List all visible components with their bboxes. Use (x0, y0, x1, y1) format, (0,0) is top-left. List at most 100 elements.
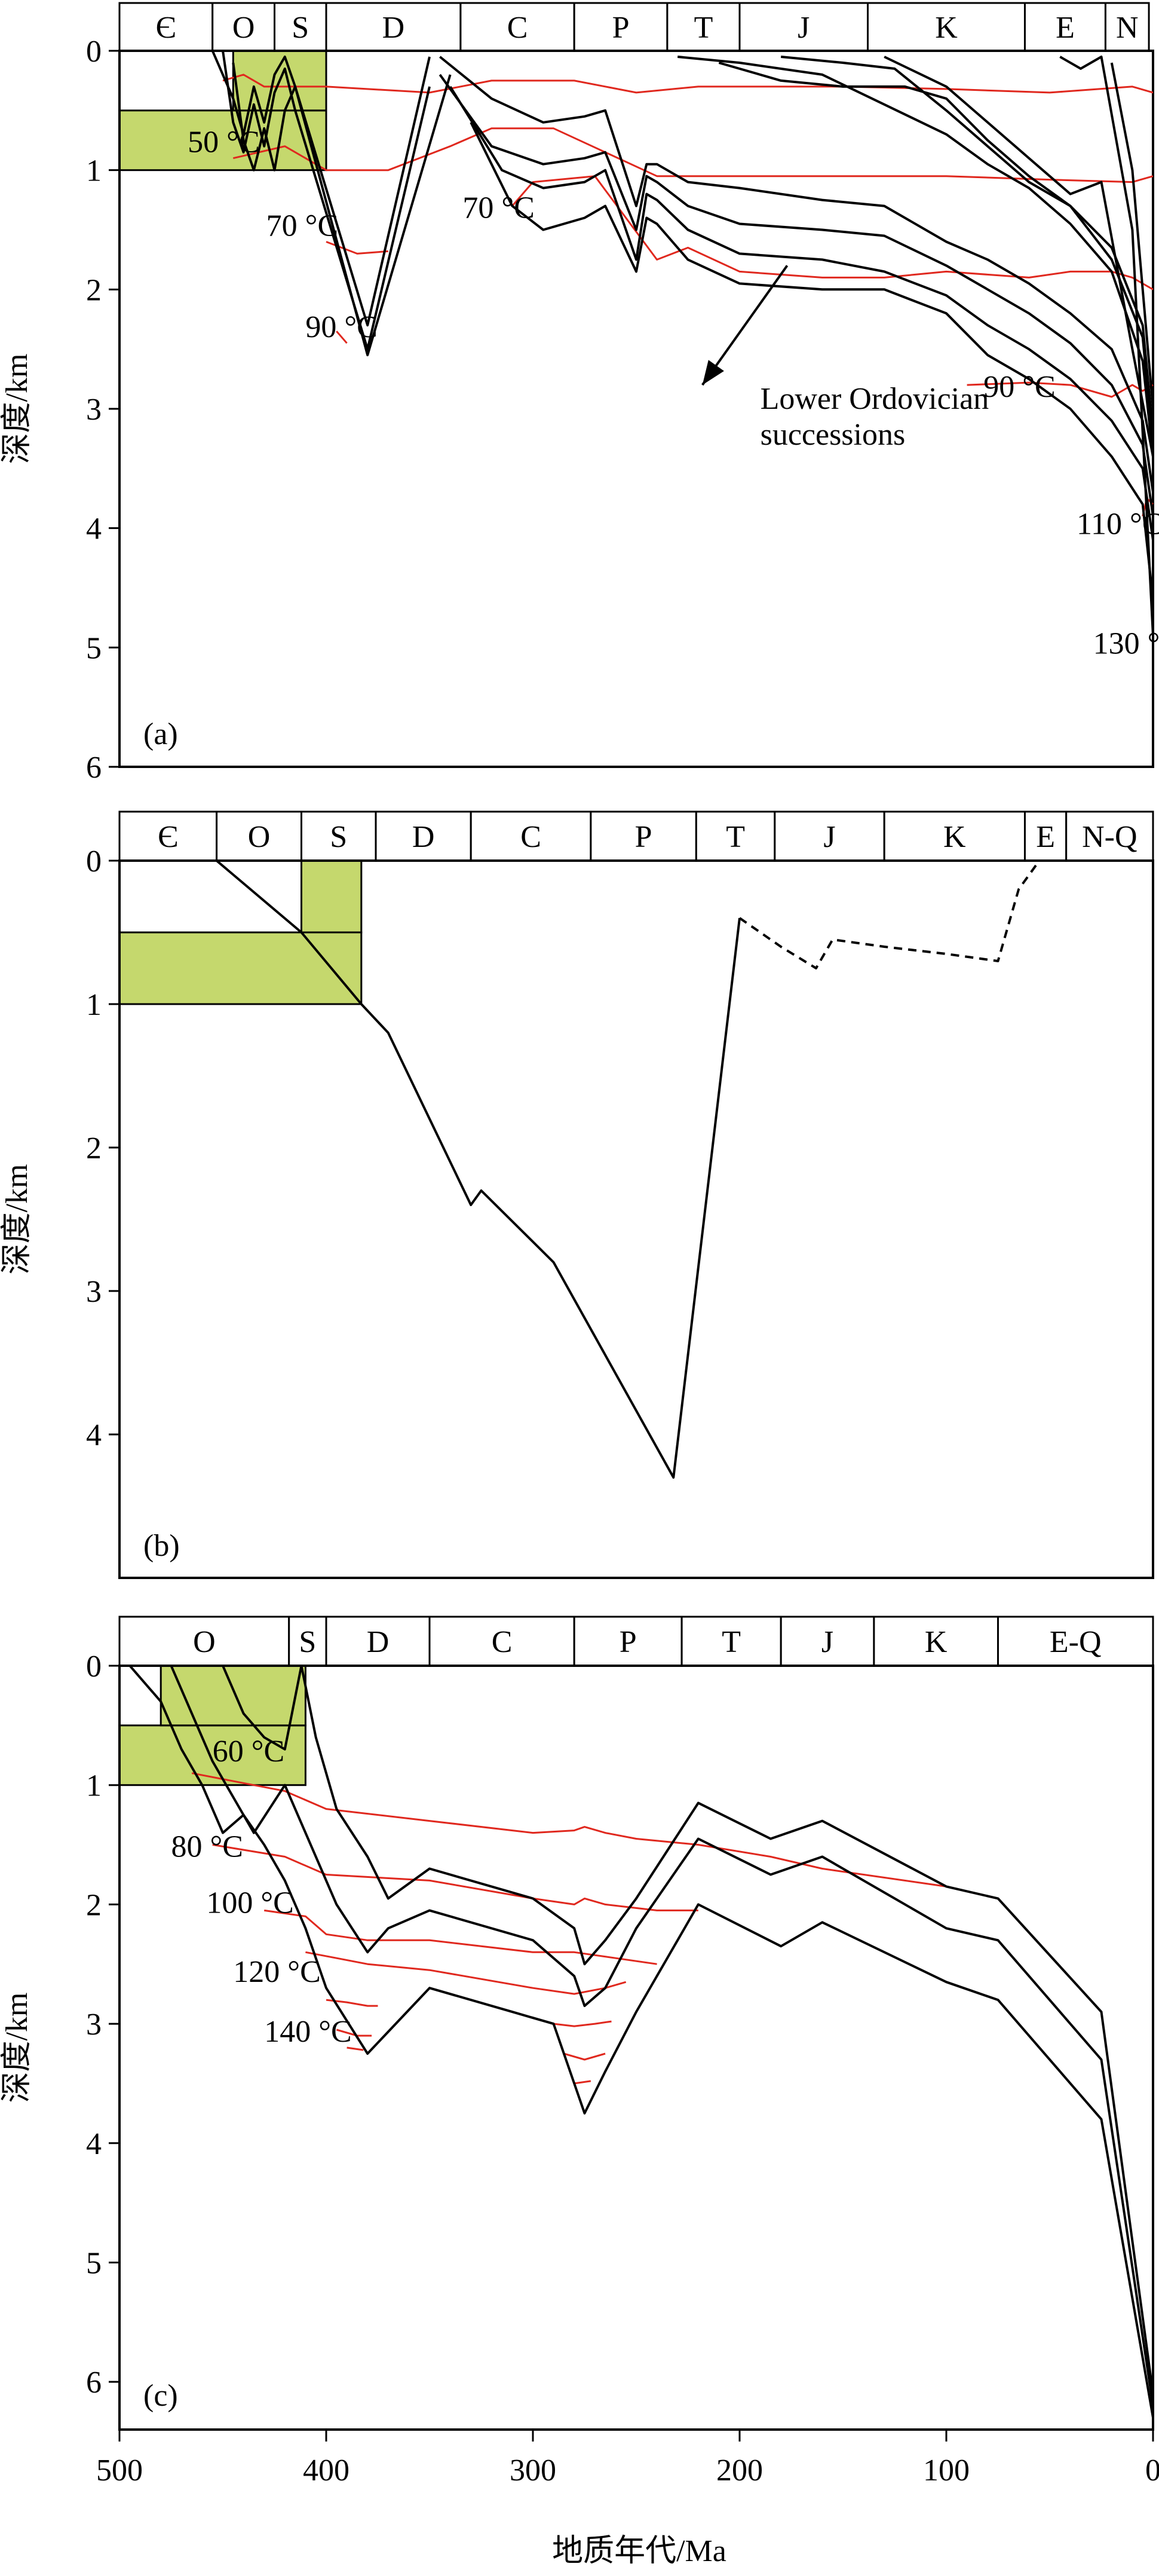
period-label: P (635, 820, 652, 854)
period-label: C (492, 1625, 513, 1659)
period-label: O (248, 820, 271, 854)
arrow-head (702, 360, 724, 386)
isotherm-line (553, 2020, 612, 2027)
annotation: 70 °C (462, 191, 534, 225)
period-box (1104, 2, 1150, 52)
isotherm-line (967, 381, 1154, 398)
period-label: O (232, 11, 255, 45)
plot-frame (118, 859, 1154, 1579)
y-tick-label: 1 (86, 154, 102, 188)
y-tick-label: 5 (86, 2246, 102, 2280)
period-label: E-Q (1050, 1625, 1102, 1659)
burial-curve (222, 50, 431, 351)
period-label: K (925, 1625, 948, 1659)
period-label: C (507, 11, 528, 45)
y-tick-label: 2 (86, 273, 102, 307)
period-box (590, 810, 697, 862)
burial-curve (128, 1665, 1154, 2418)
period-label: J (821, 1625, 833, 1659)
burial-curve (1110, 62, 1154, 409)
period-box (573, 2, 669, 52)
period-label: P (620, 1625, 637, 1659)
panel-label: (c) (143, 2379, 178, 2413)
period-label: S (292, 11, 309, 45)
period-box (118, 1616, 290, 1667)
x-tick-label: 500 (96, 2453, 143, 2488)
burial-curve (470, 121, 1154, 600)
x-tick-label: 200 (716, 2453, 763, 2488)
period-label: N (1116, 11, 1139, 45)
panel-c: O S D C P T J K E-Q 0 1 2 3 4 5 6 深度/km (c) 60 °C 80 °C 100 … (0, 1616, 1154, 2431)
period-label: K (935, 11, 958, 45)
arrow-line (701, 265, 789, 386)
period-box (873, 1616, 999, 1667)
y-tick-label: 0 (86, 35, 102, 69)
period-box (216, 810, 302, 862)
period-box (997, 1616, 1154, 1667)
isotherm-line (563, 2052, 606, 2061)
burial-curve (677, 56, 1154, 457)
plot-frame (118, 1665, 1154, 2431)
panel-label: (a) (143, 717, 178, 751)
burial-curve (232, 62, 452, 357)
period-label: D (412, 820, 435, 854)
burial-curve (211, 50, 431, 327)
y-tick-label: 4 (86, 1418, 102, 1452)
period-label: J (823, 820, 835, 854)
strata-box (160, 1665, 306, 1727)
period-label: P (612, 11, 630, 45)
y-tick-label: 2 (86, 1888, 102, 1922)
period-label: J (798, 11, 810, 45)
y-tick-label: 3 (86, 393, 102, 427)
burial-curve (222, 1665, 1154, 2394)
y-tick-label: 4 (86, 512, 102, 546)
isotherm-line (222, 74, 1154, 94)
x-axis-label: 地质年代/Ma (552, 2534, 726, 2568)
y-tick-label: 3 (86, 1275, 102, 1309)
annotation: successions (761, 418, 906, 452)
annotation: 70 °C (266, 209, 338, 243)
x-tick-label: 0 (1145, 2453, 1159, 2488)
y-tick-label: 1 (86, 988, 102, 1022)
isotherm-line (232, 127, 1154, 183)
isotherm-line (326, 1999, 378, 2007)
annotation: 50 °C (188, 126, 259, 160)
annotation: 140 °C (264, 2015, 351, 2049)
panel-a: Є O S D C P T J K E N 0 1 2 3 4 5 6 深度/km (a) 50 °C 70 °C 70 °… (0, 2, 1159, 785)
x-tick-label: 300 (510, 2453, 556, 2488)
period-label: T (726, 820, 745, 854)
y-tick-label: 0 (86, 1650, 102, 1684)
period-label: T (722, 1625, 741, 1659)
isotherm-line (574, 2080, 591, 2085)
period-label: N-Q (1082, 820, 1137, 854)
burial-curve (884, 56, 1154, 457)
period-label: E (1036, 820, 1055, 854)
burial-curve (738, 859, 1041, 969)
y-tick-label: 1 (86, 1769, 102, 1803)
y-axis-label: 深度/km (0, 1993, 34, 2103)
period-box (1065, 810, 1154, 862)
period-box (1023, 2, 1106, 52)
burial-curve (718, 62, 1154, 433)
period-label: T (694, 11, 713, 45)
annotation: 80 °C (171, 1830, 243, 1864)
y-axis-label: 深度/km (0, 1164, 34, 1275)
annotation: 130 °C (1093, 626, 1159, 660)
y-tick-label: 3 (86, 2008, 102, 2042)
y-tick-label: 5 (86, 631, 102, 665)
isotherm-line (511, 175, 1154, 290)
annotation: Lower Ordovician (761, 382, 989, 416)
period-label: O (193, 1625, 216, 1659)
period-label: Є (158, 820, 178, 854)
isotherm-line (336, 331, 348, 344)
annotation: 100 °C (206, 1886, 293, 1920)
y-tick-label: 0 (86, 845, 102, 879)
panel-label: (b) (143, 1529, 180, 1563)
y-axis-label: 深度/km (0, 354, 34, 464)
isotherm-line (347, 2046, 364, 2051)
period-box (738, 2, 869, 52)
isotherm-line (305, 1951, 627, 1995)
annotation: 90 °C (305, 310, 377, 344)
period-label: D (382, 11, 405, 45)
